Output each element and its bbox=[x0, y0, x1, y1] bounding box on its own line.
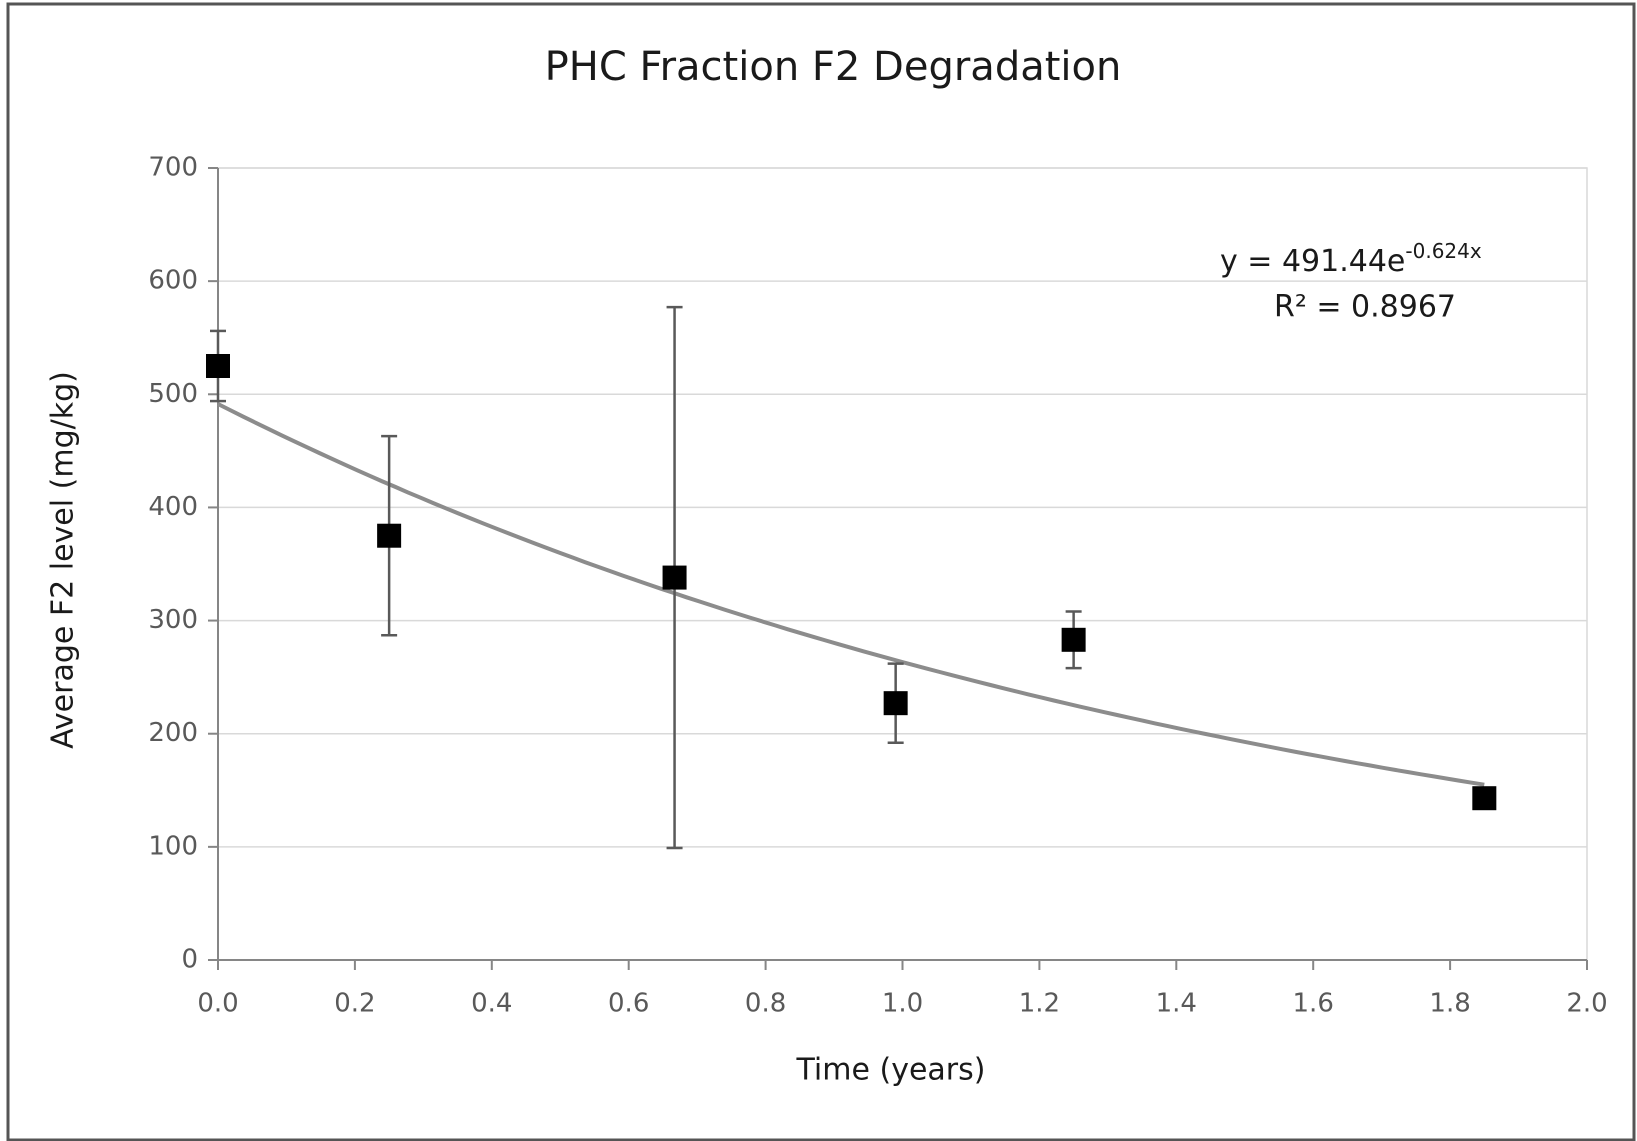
trendline bbox=[217, 402, 1485, 787]
y-tick-label: 300 bbox=[148, 605, 198, 635]
data-point bbox=[206, 354, 230, 378]
x-tick-label: 0.8 bbox=[745, 989, 786, 1019]
y-tick-label: 400 bbox=[148, 492, 198, 522]
chart-frame bbox=[6, 2, 1636, 1141]
chart-title: PHC Fraction F2 Degradation bbox=[545, 44, 1122, 90]
y-axis-label: Average F2 level (mg/kg) bbox=[46, 371, 81, 749]
x-tick-label: 1.2 bbox=[1019, 989, 1060, 1019]
x-tick-label: 1.8 bbox=[1429, 989, 1470, 1019]
data-point bbox=[1472, 786, 1497, 811]
data-point bbox=[883, 691, 908, 716]
equation-exponent: -0.624x bbox=[1405, 239, 1481, 263]
y-tick-label: 500 bbox=[148, 379, 198, 409]
y-tick-label: 600 bbox=[148, 266, 198, 296]
trend-equation: y = 491.44e-0.624x bbox=[1220, 239, 1482, 279]
data-point bbox=[662, 565, 687, 590]
x-tick-label: 1.6 bbox=[1293, 989, 1334, 1019]
x-axis-label: Time (years) bbox=[796, 1053, 986, 1088]
x-tick-label: 1.4 bbox=[1156, 989, 1197, 1019]
x-tick-label: 0.6 bbox=[608, 989, 649, 1019]
x-tick-label: 0.0 bbox=[197, 989, 238, 1019]
data-point bbox=[377, 523, 402, 548]
data-point bbox=[1061, 627, 1086, 652]
equation-base: y = 491.44e bbox=[1220, 244, 1405, 279]
x-tick-label: 0.2 bbox=[334, 989, 375, 1019]
r-squared: R² = 0.8967 bbox=[1274, 290, 1456, 325]
x-tick-label: 1.0 bbox=[882, 989, 923, 1019]
y-tick-label: 0 bbox=[181, 945, 198, 975]
x-tick-label: 2.0 bbox=[1566, 989, 1607, 1019]
y-tick-label: 100 bbox=[148, 831, 198, 861]
x-tick-label: 0.4 bbox=[471, 989, 512, 1019]
y-tick-label: 700 bbox=[148, 153, 198, 183]
y-tick-label: 200 bbox=[148, 718, 198, 748]
